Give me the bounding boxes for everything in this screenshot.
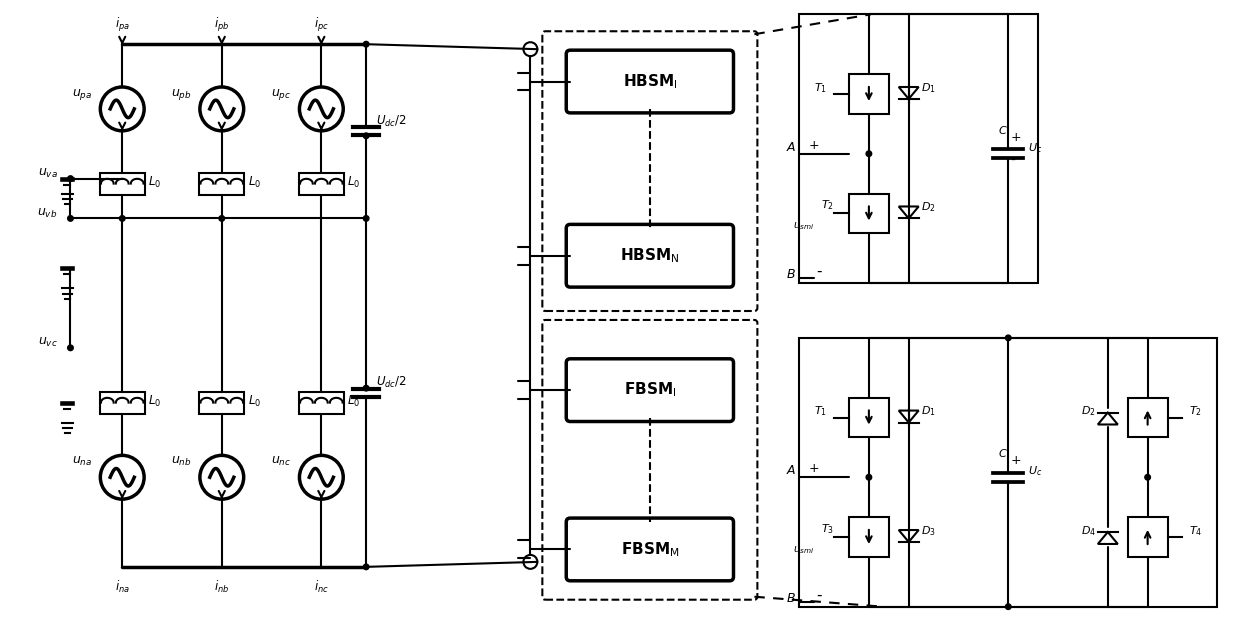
Text: $D_1$: $D_1$ xyxy=(920,404,935,418)
Text: $L_0$: $L_0$ xyxy=(148,175,161,190)
Text: $U_{dc}/2$: $U_{dc}/2$ xyxy=(376,114,407,129)
Circle shape xyxy=(363,133,370,138)
Bar xyxy=(100,173,145,194)
Text: HBSM$_{\mathsf{I}}$: HBSM$_{\mathsf{I}}$ xyxy=(622,72,677,91)
Text: FBSM$_{\mathsf{I}}$: FBSM$_{\mathsf{I}}$ xyxy=(624,381,676,399)
Bar xyxy=(200,392,244,414)
Text: $T_1$: $T_1$ xyxy=(813,81,827,95)
Text: -: - xyxy=(816,587,822,602)
Text: +: + xyxy=(808,462,820,475)
Text: $i_{pa}$: $i_{pa}$ xyxy=(115,16,130,34)
Text: $i_{nb}$: $i_{nb}$ xyxy=(215,579,229,595)
Text: $D_2$: $D_2$ xyxy=(920,201,935,214)
Text: $C$: $C$ xyxy=(998,447,1008,459)
Text: -: - xyxy=(1011,154,1016,168)
Text: $U_{dc}/2$: $U_{dc}/2$ xyxy=(376,375,407,390)
Text: $u_{smi}$: $u_{smi}$ xyxy=(792,221,815,232)
Text: +: + xyxy=(808,139,820,152)
Circle shape xyxy=(1006,335,1011,341)
Text: $u_{nb}$: $u_{nb}$ xyxy=(171,455,192,468)
Text: $u_{vb}$: $u_{vb}$ xyxy=(37,206,57,219)
Text: $T_2$: $T_2$ xyxy=(821,199,835,212)
Text: $u_{pb}$: $u_{pb}$ xyxy=(171,87,192,102)
Bar xyxy=(800,14,1038,283)
Circle shape xyxy=(363,216,370,221)
Text: +: + xyxy=(1011,454,1021,467)
Text: $L_0$: $L_0$ xyxy=(248,394,260,409)
Bar xyxy=(299,392,343,414)
Circle shape xyxy=(119,216,125,221)
Text: $u_{smi}$: $u_{smi}$ xyxy=(792,544,815,556)
Text: $T_4$: $T_4$ xyxy=(1189,524,1203,538)
Text: $u_{vc}$: $u_{vc}$ xyxy=(37,336,57,349)
Circle shape xyxy=(219,216,224,221)
Circle shape xyxy=(363,564,370,569)
Text: HBSM$_{\mathsf{N}}$: HBSM$_{\mathsf{N}}$ xyxy=(620,247,680,265)
Circle shape xyxy=(68,216,73,221)
Text: $T_3$: $T_3$ xyxy=(821,522,835,536)
Text: $L_0$: $L_0$ xyxy=(347,394,361,409)
Text: $u_{pc}$: $u_{pc}$ xyxy=(272,87,291,102)
Bar xyxy=(849,517,889,557)
Circle shape xyxy=(1006,604,1011,609)
Text: $D_1$: $D_1$ xyxy=(920,81,935,95)
Text: $C$: $C$ xyxy=(998,124,1008,136)
Text: $u_{na}$: $u_{na}$ xyxy=(72,455,92,468)
Text: $B$: $B$ xyxy=(786,592,796,605)
Circle shape xyxy=(68,345,73,351)
Text: $L_0$: $L_0$ xyxy=(347,175,361,190)
Bar xyxy=(1127,517,1168,557)
Bar xyxy=(299,173,343,194)
Text: $T_2$: $T_2$ xyxy=(1189,404,1203,418)
Bar xyxy=(849,194,889,234)
Text: $T_1$: $T_1$ xyxy=(813,404,827,418)
Text: $i_{na}$: $i_{na}$ xyxy=(115,579,130,595)
Text: $u_{pa}$: $u_{pa}$ xyxy=(72,87,92,102)
Text: $A$: $A$ xyxy=(786,141,796,154)
Text: $U_c$: $U_c$ xyxy=(1028,141,1043,155)
Text: $A$: $A$ xyxy=(786,464,796,477)
Circle shape xyxy=(866,151,872,156)
Circle shape xyxy=(68,176,73,181)
Text: $L_0$: $L_0$ xyxy=(148,394,161,409)
Text: $U_c$: $U_c$ xyxy=(1028,464,1043,478)
Text: $B$: $B$ xyxy=(786,268,796,281)
Bar xyxy=(1127,397,1168,437)
Circle shape xyxy=(1145,475,1151,480)
Text: FBSM$_{\mathsf{M}}$: FBSM$_{\mathsf{M}}$ xyxy=(621,540,680,559)
Text: $i_{nc}$: $i_{nc}$ xyxy=(314,579,329,595)
Text: $i_{pb}$: $i_{pb}$ xyxy=(215,16,229,34)
Bar xyxy=(849,397,889,437)
Text: $D_4$: $D_4$ xyxy=(1081,524,1096,538)
Bar xyxy=(800,338,1218,607)
Circle shape xyxy=(363,41,370,47)
Text: -: - xyxy=(1011,477,1016,491)
Text: $i_{pc}$: $i_{pc}$ xyxy=(314,16,329,34)
Text: -: - xyxy=(816,264,822,279)
Bar xyxy=(100,392,145,414)
Bar xyxy=(849,74,889,114)
Text: $D_3$: $D_3$ xyxy=(920,524,935,538)
Circle shape xyxy=(866,475,872,480)
Text: +: + xyxy=(1011,131,1021,144)
Text: $u_{nc}$: $u_{nc}$ xyxy=(272,455,291,468)
Text: $L_0$: $L_0$ xyxy=(248,175,260,190)
Bar xyxy=(200,173,244,194)
Text: $D_2$: $D_2$ xyxy=(1081,404,1096,418)
Circle shape xyxy=(363,386,370,391)
Text: $u_{va}$: $u_{va}$ xyxy=(37,166,57,179)
